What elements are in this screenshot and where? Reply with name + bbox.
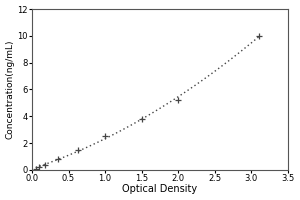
Y-axis label: Concentration(ng/mL): Concentration(ng/mL) bbox=[6, 40, 15, 139]
X-axis label: Optical Density: Optical Density bbox=[122, 184, 197, 194]
